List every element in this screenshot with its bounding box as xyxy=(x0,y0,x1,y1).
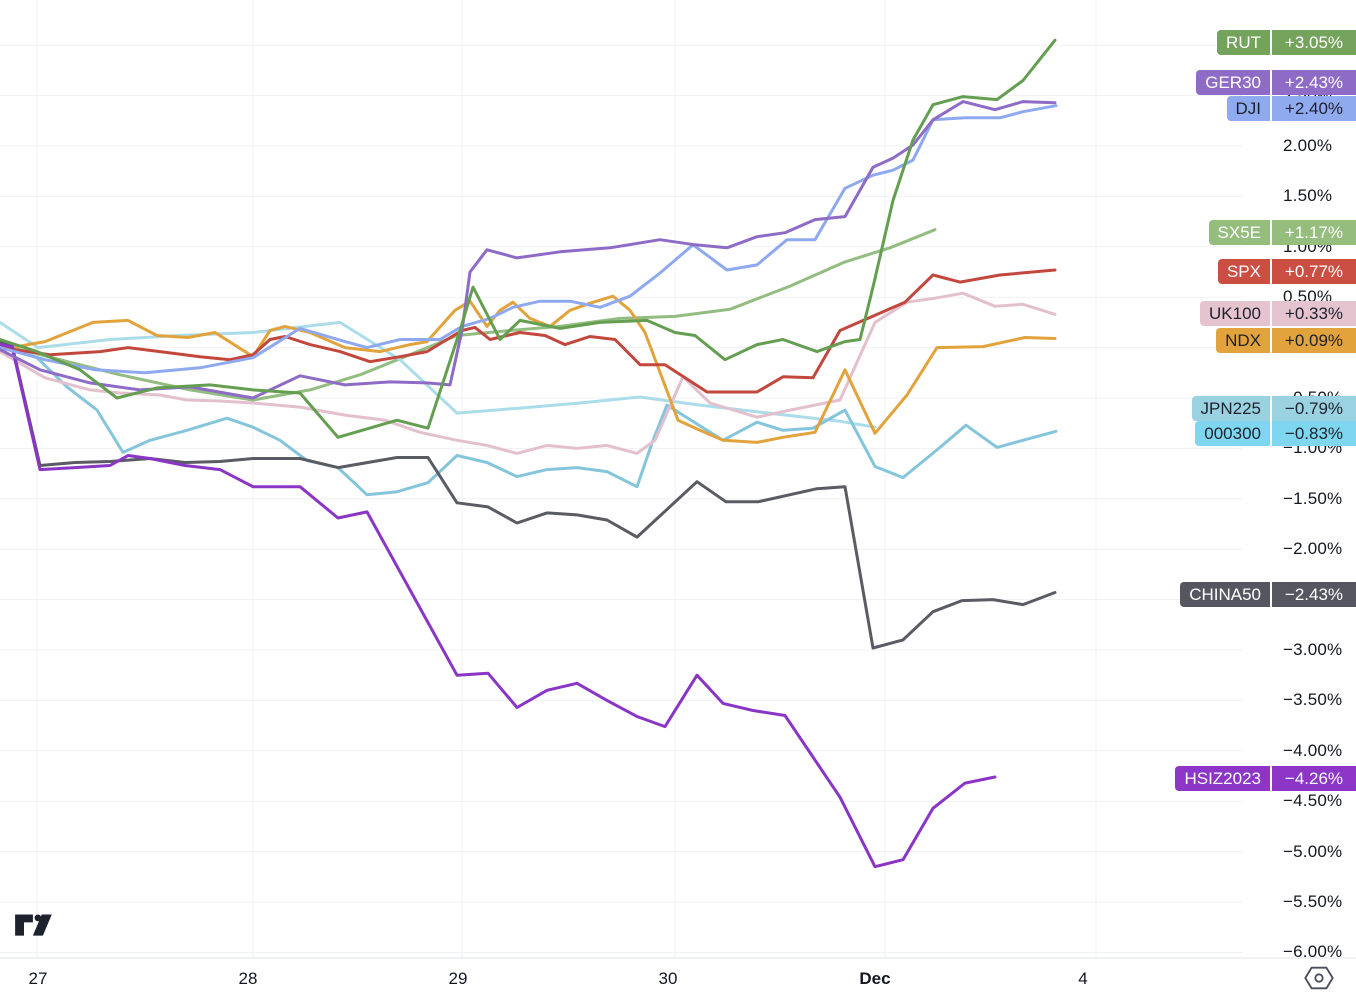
series-line-RUT[interactable] xyxy=(0,38,1057,439)
horizontal-gridlines xyxy=(0,44,1242,953)
series-pill-ticker: UK100 xyxy=(1200,301,1270,326)
y-tick-label: −3.50% xyxy=(1283,690,1343,710)
x-tick-label: 28 xyxy=(238,969,258,988)
x-tick-label: Dec xyxy=(859,969,891,988)
series-pill-change: +2.43% xyxy=(1272,70,1356,95)
vertical-gridlines xyxy=(36,0,1097,958)
series-pill-change: +0.33% xyxy=(1272,301,1356,326)
y-tick-label: 1.50% xyxy=(1283,186,1333,206)
series-pill-ticker: GER30 xyxy=(1196,70,1270,95)
series-pill-000300: 000300 −0.83% xyxy=(1195,421,1356,446)
series-pill-SPX: SPX +0.77% xyxy=(1217,259,1356,284)
series-pill-UK100: UK100 +0.33% xyxy=(1200,301,1356,326)
series-pill-ticker: NDX xyxy=(1216,328,1270,353)
series-pill-SX5E: SX5E +1.17% xyxy=(1208,220,1356,245)
series-pill-CHINA50: CHINA50 −2.43% xyxy=(1180,582,1356,607)
x-tick-label: 27 xyxy=(28,969,48,988)
tradingview-logo-dot xyxy=(34,914,42,922)
series-pill-change: +0.77% xyxy=(1272,259,1356,284)
series-pill-change: +0.09% xyxy=(1272,328,1356,353)
series-pill-ticker: SPX xyxy=(1217,259,1270,284)
axis-settings-hexagon-icon[interactable] xyxy=(1303,965,1335,991)
y-tick-label: −6.00% xyxy=(1283,942,1343,962)
y-tick-label: −4.50% xyxy=(1283,791,1343,811)
series-pill-change: −4.26% xyxy=(1272,766,1356,791)
tradingview-logo[interactable] xyxy=(14,910,54,938)
x-tick-label: 4 xyxy=(1078,969,1088,988)
series-pill-GER30: GER30 +2.43% xyxy=(1196,70,1356,95)
series-pill-change: +2.40% xyxy=(1272,96,1356,121)
x-tick-label: 30 xyxy=(658,969,678,988)
y-tick-label: 3.50% xyxy=(1283,0,1332,5)
series-pill-change: −0.83% xyxy=(1272,421,1356,446)
series-pill-DJI: DJI +2.40% xyxy=(1226,96,1356,121)
series-pill-ticker: SX5E xyxy=(1208,220,1270,245)
tradingview-logo-slash xyxy=(32,914,52,936)
series-pill-ticker: JPN225 xyxy=(1191,396,1270,421)
y-tick-label: −2.00% xyxy=(1283,539,1343,559)
hexagon-outline xyxy=(1304,966,1334,990)
series-line-NDX[interactable] xyxy=(0,294,1057,444)
series-lines xyxy=(0,38,1058,869)
series-pill-ticker: HSIZ2023 xyxy=(1175,766,1270,791)
y-tick-label: −1.50% xyxy=(1283,488,1343,508)
series-pill-HSIZ2023: HSIZ2023 −4.26% xyxy=(1175,766,1356,791)
series-pill-RUT: RUT +3.05% xyxy=(1217,30,1356,55)
price-axis[interactable] xyxy=(1270,0,1356,958)
y-tick-label: −4.00% xyxy=(1283,740,1343,760)
x-tick-label: 29 xyxy=(448,969,468,988)
y-tick-label: 2.00% xyxy=(1283,136,1333,155)
hexagon-inner-circle xyxy=(1314,973,1324,983)
series-pill-change: +1.17% xyxy=(1272,220,1356,245)
tradingview-logo-t xyxy=(15,914,33,936)
series-line-JPN225[interactable] xyxy=(0,320,877,429)
series-line-HSIZ2023[interactable] xyxy=(0,343,997,869)
series-line-SPX[interactable] xyxy=(0,268,1057,394)
series-pill-change: −2.43% xyxy=(1272,582,1356,607)
series-pill-NDX: NDX +0.09% xyxy=(1216,328,1356,353)
y-tick-label: −3.00% xyxy=(1283,640,1343,659)
time-axis[interactable] xyxy=(0,958,1300,1002)
series-pill-ticker: CHINA50 xyxy=(1180,582,1270,607)
series-line-000300[interactable] xyxy=(0,343,1058,497)
series-pill-change: +3.05% xyxy=(1272,30,1356,55)
y-tick-label: −5.50% xyxy=(1283,892,1343,911)
series-pill-JPN225: JPN225 −0.79% xyxy=(1191,396,1356,421)
series-pill-change: −0.79% xyxy=(1272,396,1356,421)
series-pill-ticker: DJI xyxy=(1226,96,1270,121)
y-tick-label: −5.00% xyxy=(1283,841,1343,861)
series-line-SX5E[interactable] xyxy=(0,228,937,402)
series-line-UK100[interactable] xyxy=(0,291,1057,455)
series-pill-ticker: RUT xyxy=(1217,30,1270,55)
series-pill-ticker: 000300 xyxy=(1195,421,1270,446)
